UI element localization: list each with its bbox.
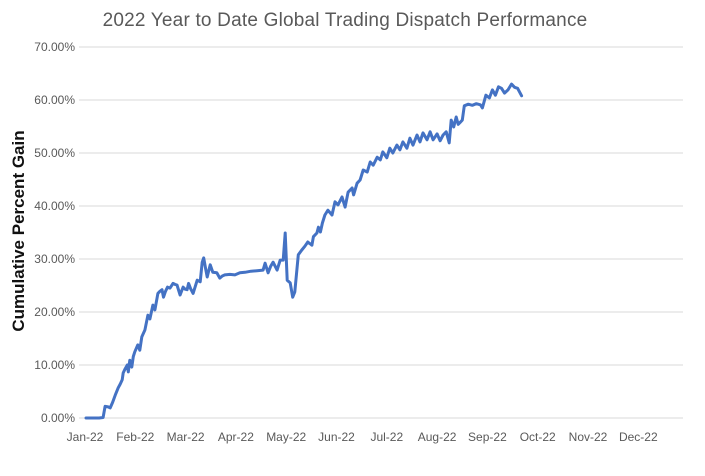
y-tick-label: 40.00% — [34, 199, 75, 213]
x-tick-label: Apr-22 — [218, 430, 254, 444]
chart-title: 2022 Year to Date Global Trading Dispatc… — [102, 10, 588, 31]
x-tick-label: Jul-22 — [370, 430, 403, 444]
y-tick-label: 30.00% — [34, 252, 75, 266]
x-tick-label: Oct-22 — [520, 430, 556, 444]
y-tick-label: 70.00% — [34, 40, 75, 54]
performance-line — [84, 82, 524, 420]
x-tick-labels-group: Jan-22 Feb-22 Mar-22 Apr-22 May-22 Jun-22 Jul-… — [67, 430, 658, 444]
x-tick-label: Jan-22 — [67, 430, 104, 444]
y-tick-labels-group: 0.00% 10.00% 20.00% 30.00% 40.00% 50.00% 60.00… — [34, 40, 75, 425]
y-tick-label: 20.00% — [34, 305, 75, 319]
x-tick-label: May-22 — [266, 430, 306, 444]
x-tick-label: Feb-22 — [116, 430, 154, 444]
x-tick-label: Dec-22 — [619, 430, 658, 444]
x-tick-label: Sep-22 — [468, 430, 507, 444]
x-tick-label: Aug-22 — [418, 430, 457, 444]
y-tick-label: 0.00% — [41, 411, 75, 425]
y-tick-label: 50.00% — [34, 146, 75, 160]
y-tick-label: 60.00% — [34, 93, 75, 107]
series-group — [84, 82, 524, 420]
gridlines-group — [79, 46, 683, 419]
x-tick-label: Mar-22 — [167, 430, 205, 444]
y-tick-label: 10.00% — [34, 358, 75, 372]
x-tick-label: Jun-22 — [318, 430, 355, 444]
x-tick-label: Nov-22 — [569, 430, 608, 444]
